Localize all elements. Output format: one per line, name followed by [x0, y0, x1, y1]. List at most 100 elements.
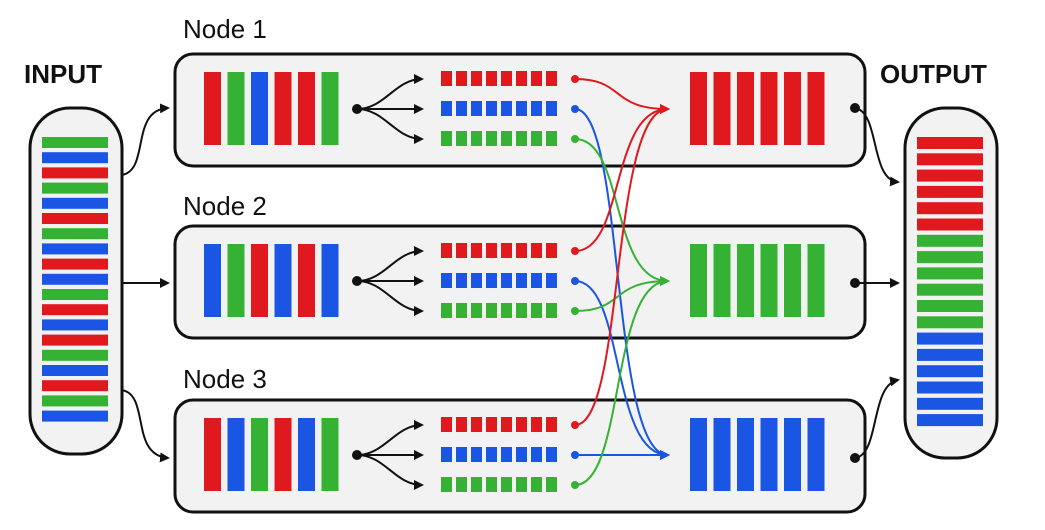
partition-record-red — [441, 71, 452, 86]
partition-record-green — [546, 131, 557, 146]
partition-record-green — [531, 131, 542, 146]
partition-record-green — [546, 477, 557, 492]
node-input-bar-green — [227, 72, 245, 145]
partition-record-blue — [471, 273, 482, 288]
partition-record-red — [546, 417, 557, 432]
node-output-bar-green — [690, 244, 707, 317]
node-1-label: Node 1 — [183, 14, 267, 44]
partition-record-red — [501, 71, 512, 86]
node-input-bar-green — [321, 72, 339, 145]
partition-record-green — [486, 131, 497, 146]
output-record-blue — [917, 414, 983, 427]
partition-record-green — [516, 303, 527, 318]
partition-record-red — [501, 417, 512, 432]
node-2-contents — [204, 243, 825, 318]
nodes-content — [204, 71, 825, 492]
shuffle-arrow-red — [574, 78, 670, 114]
partition-record-red — [516, 71, 527, 86]
partition-record-blue — [501, 101, 512, 116]
partition-record-green — [456, 303, 467, 318]
output-record-red — [917, 185, 983, 198]
partition-record-blue — [546, 273, 557, 288]
partition-record-blue — [471, 101, 482, 116]
input-record-green — [42, 395, 108, 407]
node-1-to-output-arrow — [854, 107, 900, 187]
partition-record-green — [441, 131, 452, 146]
partition-record-green — [501, 131, 512, 146]
split-arrow-green — [356, 454, 424, 490]
node-input-bar-blue — [321, 244, 339, 317]
node-output-bar-green — [760, 244, 778, 317]
node-input-bar-red — [204, 72, 221, 145]
partition-record-red — [486, 417, 497, 432]
partition-record-blue — [486, 273, 497, 288]
output-record-red — [917, 218, 983, 231]
partition-record-red — [441, 243, 452, 258]
output-record-blue — [917, 365, 983, 378]
partition-record-red — [471, 243, 482, 258]
output-record-blue — [917, 397, 983, 410]
input-to-node-1-arrow — [121, 103, 170, 176]
node-output-bar-green — [713, 244, 731, 317]
input-record-blue — [42, 410, 108, 422]
partition-record-blue — [486, 447, 497, 462]
shuffle-arrow-blue — [574, 280, 670, 460]
input-record-green — [42, 137, 108, 148]
input-record-blue — [42, 152, 108, 164]
partition-record-green — [501, 303, 512, 318]
shuffle-arrow-green — [574, 276, 670, 486]
shuffle-arrows — [574, 78, 670, 486]
partition-record-red — [516, 243, 527, 258]
shuffle-arrow-green — [574, 138, 670, 286]
node-input-bar-green — [321, 418, 339, 491]
partition-record-green — [471, 477, 482, 492]
node-output-bar-green — [737, 244, 754, 317]
node-input-bar-red — [298, 72, 315, 145]
node-output-bar-green — [784, 244, 801, 317]
partition-record-green — [486, 477, 497, 492]
partition-record-red — [456, 71, 467, 86]
input-record-blue — [42, 197, 108, 209]
partition-record-red — [471, 417, 482, 432]
input-record-blue — [42, 243, 108, 255]
shuffle-arrow-green — [574, 276, 670, 312]
node-output-bar-green — [807, 244, 825, 317]
input-record-blue — [42, 365, 108, 376]
node-input-bar-blue — [251, 72, 268, 145]
partition-record-green — [456, 477, 467, 492]
output-record-red — [917, 153, 983, 166]
partition-record-red — [516, 417, 527, 432]
node-3-to-output-arrow — [854, 376, 900, 459]
input-record-green — [42, 349, 108, 361]
partition-record-green — [486, 303, 497, 318]
partition-record-red — [546, 71, 557, 86]
partition-record-red — [531, 417, 542, 432]
node-input-bar-red — [274, 418, 292, 491]
input-record-green — [42, 182, 108, 194]
node-input-bar-blue — [204, 244, 221, 317]
partition-record-red — [441, 417, 452, 432]
node-output-bar-blue — [784, 418, 801, 491]
output-record-red — [917, 169, 983, 182]
node-output-bar-red — [713, 72, 731, 145]
partition-record-blue — [441, 101, 452, 116]
partition-record-blue — [531, 101, 542, 116]
partition-record-blue — [516, 447, 527, 462]
partition-record-blue — [456, 101, 467, 116]
partition-record-green — [471, 131, 482, 146]
node-input-bar-blue — [227, 418, 245, 491]
node-output-bar-red — [807, 72, 825, 145]
partition-record-blue — [441, 447, 452, 462]
shuffle-arrow-red — [574, 104, 670, 426]
split-arrow-green — [356, 108, 424, 144]
output-record-blue — [917, 348, 983, 361]
split-arrow-green — [356, 280, 424, 316]
node-3-label: Node 3 — [183, 364, 267, 394]
output-label: OUTPUT — [880, 59, 987, 89]
shuffle-arrow-red — [574, 104, 670, 252]
node-input-bar-green — [227, 244, 245, 317]
partition-record-red — [501, 243, 512, 258]
partition-record-blue — [441, 273, 452, 288]
input-record-stack — [42, 137, 108, 422]
node-output-bar-red — [690, 72, 707, 145]
